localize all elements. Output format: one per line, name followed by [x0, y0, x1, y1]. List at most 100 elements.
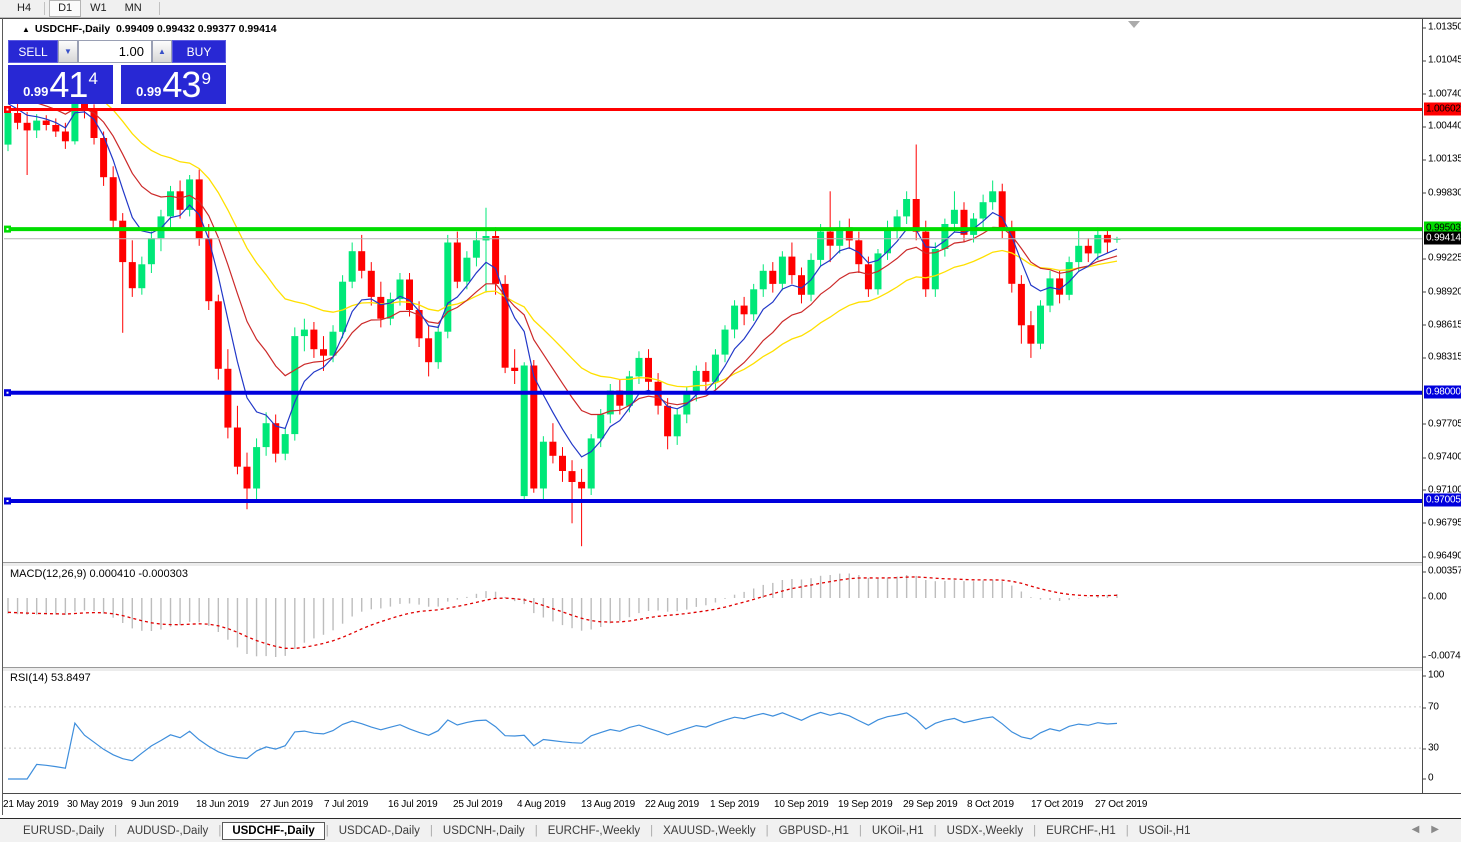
- candle-body: [530, 365, 538, 489]
- candle-body: [769, 270, 777, 284]
- volume-decrease-button[interactable]: ▼: [58, 40, 78, 63]
- candle-body: [750, 289, 758, 315]
- timeframe-toolbar: H4 D1 W1 MN: [0, 0, 1461, 18]
- tab-separator: |: [765, 824, 769, 837]
- chart-tab-xauusd[interactable]: XAUUSD-,Weekly: [663, 824, 756, 837]
- candle-body: [109, 177, 117, 221]
- price-axis-tick: 0.98615: [1422, 319, 1461, 331]
- candle-body: [836, 227, 844, 246]
- chart-tab-eurchf[interactable]: EURCHF-,H1: [1046, 824, 1116, 837]
- candle-body: [788, 256, 796, 276]
- chart-tab-usdcnh[interactable]: USDCNH-,Daily: [442, 824, 525, 837]
- candle-body: [864, 264, 872, 290]
- candle-body: [692, 370, 700, 393]
- chart-tab-gbpusd[interactable]: GBPUSD-,H1: [778, 824, 849, 837]
- time-axis-label: 27 Jun 2019: [260, 799, 313, 810]
- panel-splitter-macd[interactable]: [3, 562, 1422, 567]
- timeframe-button-w1[interactable]: W1: [90, 2, 107, 14]
- buy-price-box[interactable]: 0.99 43 9: [121, 65, 226, 104]
- price-axis-border: [1422, 19, 1423, 793]
- tab-scroll-arrows[interactable]: ◀▶: [1411, 824, 1451, 835]
- time-axis-label: 8 Oct 2019: [967, 799, 1014, 810]
- macd-panel-chart: [7, 573, 1118, 657]
- window-left-border: [2, 18, 3, 815]
- chart-tab-ukoil[interactable]: UKOil-,H1: [871, 824, 924, 837]
- timeframe-button-mn[interactable]: MN: [124, 2, 142, 14]
- candle-body: [1017, 283, 1025, 326]
- time-axis-label: 13 Aug 2019: [581, 799, 635, 810]
- candle-body: [807, 259, 815, 295]
- chart-tab-usoil[interactable]: USOil-,H1: [1138, 824, 1191, 837]
- candle-body: [549, 441, 557, 456]
- candle-body: [310, 329, 318, 350]
- time-axis-label: 19 Sep 2019: [838, 799, 893, 810]
- candle-body: [1094, 234, 1102, 254]
- candle-body: [501, 283, 509, 368]
- price-axis-tick: 1.00740: [1422, 88, 1461, 99]
- buy-price-prefix: 0.99: [136, 84, 162, 99]
- line-anchor-dot: [6, 108, 9, 111]
- candle-body: [845, 227, 853, 241]
- volume-input[interactable]: 1.00: [78, 40, 152, 63]
- time-axis-label: 10 Sep 2019: [774, 799, 829, 810]
- line-price-label: 1.00602: [1424, 102, 1461, 115]
- autoscroll-marker-icon[interactable]: [1128, 21, 1140, 28]
- rsi-scale-label: 70: [1422, 701, 1439, 713]
- chart-tab-usdx[interactable]: USDX-,Weekly: [946, 824, 1024, 837]
- candle-body: [798, 275, 805, 295]
- slow-ma-line: [7, 68, 1118, 388]
- tab-separator: |: [858, 824, 862, 837]
- candle-body: [1084, 245, 1092, 254]
- macd-name: MACD(12,26,9): [10, 568, 87, 580]
- sell-price-prefix: 0.99: [23, 84, 49, 99]
- candle-body: [377, 296, 385, 319]
- volume-increase-button[interactable]: ▲: [152, 40, 172, 63]
- macd-scale-label: 0.003574: [1421, 566, 1461, 577]
- candle-body: [559, 455, 566, 471]
- chart-tab-eurchf[interactable]: EURCHF-,Weekly: [547, 824, 641, 837]
- chart-tab-usdcad[interactable]: USDCAD-,Daily: [338, 824, 420, 837]
- macd-scale-label: -0.00749: [1422, 651, 1461, 662]
- time-axis-label: 9 Jun 2019: [131, 799, 179, 810]
- chart-tab-usdchf[interactable]: USDCHF-,Daily: [222, 821, 325, 840]
- candle-body: [147, 238, 155, 265]
- rsi-value: 53.8497: [50, 672, 91, 684]
- candle-body: [253, 447, 261, 489]
- rsi-panel-chart: [4, 706, 1422, 780]
- buy-price-main: 43: [162, 64, 201, 105]
- candle-body: [664, 405, 672, 437]
- one-click-trading-panel: SELL ▼ 1.00 ▲ BUY 0.99 41 4 0.99 43 9: [8, 40, 226, 104]
- chart-tab-eurusd[interactable]: EURUSD-,Daily: [23, 824, 105, 837]
- macd-label: MACD(12,26,9) 0.000410 -0.000303: [10, 568, 188, 580]
- rsi-scale-label: 0: [1421, 772, 1434, 784]
- chart-tab-audusd[interactable]: AUDUSD-,Daily: [127, 824, 209, 837]
- price-axis-tick: 0.97400: [1422, 451, 1461, 463]
- candle-body: [358, 251, 366, 271]
- candle-body: [300, 329, 308, 337]
- candle-body: [578, 481, 586, 489]
- candle-body: [893, 216, 901, 230]
- rsi-label: RSI(14) 53.8497: [10, 672, 91, 684]
- time-axis-label: 16 Jul 2019: [388, 799, 438, 810]
- price-axis-tick: 1.01045: [1422, 54, 1461, 66]
- candle-body: [272, 423, 280, 454]
- timeframe-button-h4[interactable]: H4: [17, 2, 32, 14]
- timeframe-button-d1[interactable]: D1: [49, 0, 82, 17]
- candle-body: [492, 236, 500, 284]
- candle-body: [425, 338, 433, 363]
- sell-price-box[interactable]: 0.99 41 4: [8, 65, 113, 104]
- candle-body: [406, 279, 413, 310]
- candle-body: [386, 299, 394, 319]
- candle-body: [1008, 229, 1016, 284]
- candle-body: [989, 191, 997, 203]
- line-anchor-dot: [6, 228, 9, 231]
- buy-price-pip: 9: [201, 69, 211, 88]
- candle-body: [176, 191, 184, 210]
- buy-button[interactable]: BUY: [172, 40, 226, 63]
- sell-button[interactable]: SELL: [8, 40, 58, 63]
- candle-body: [597, 414, 605, 439]
- candle-body: [539, 441, 547, 489]
- line-price-label: 0.98000: [1424, 385, 1461, 399]
- panel-splitter-rsi[interactable]: [3, 667, 1422, 672]
- time-axis-label: 21 May 2019: [3, 799, 59, 810]
